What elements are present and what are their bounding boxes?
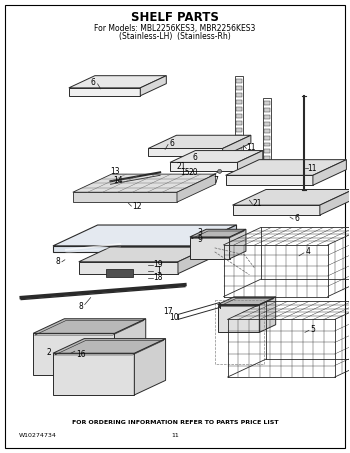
Polygon shape — [226, 159, 346, 175]
Polygon shape — [114, 319, 146, 375]
Text: 7: 7 — [213, 176, 218, 185]
Bar — [264, 129, 270, 133]
Polygon shape — [320, 189, 350, 215]
Polygon shape — [232, 189, 350, 205]
Bar — [236, 128, 243, 131]
Bar — [236, 169, 243, 173]
Bar — [234, 76, 244, 177]
Polygon shape — [33, 333, 114, 375]
Polygon shape — [79, 247, 209, 262]
Text: 21: 21 — [176, 162, 186, 171]
Polygon shape — [190, 237, 230, 259]
Polygon shape — [232, 205, 320, 215]
Text: 6: 6 — [90, 78, 95, 87]
Bar — [236, 114, 243, 118]
Polygon shape — [134, 338, 166, 395]
Bar — [236, 135, 243, 139]
Text: 11: 11 — [307, 164, 317, 173]
Polygon shape — [223, 135, 251, 156]
Polygon shape — [148, 149, 223, 156]
Text: 2: 2 — [47, 348, 51, 357]
Polygon shape — [69, 76, 166, 88]
Polygon shape — [79, 262, 178, 274]
Bar — [264, 149, 270, 154]
Bar — [264, 135, 270, 140]
Polygon shape — [177, 174, 216, 202]
Polygon shape — [53, 225, 237, 246]
Bar — [236, 120, 243, 125]
Circle shape — [218, 169, 222, 173]
Text: 13: 13 — [111, 167, 120, 176]
Polygon shape — [33, 319, 146, 333]
Polygon shape — [53, 338, 166, 353]
Polygon shape — [53, 246, 192, 252]
Bar — [236, 155, 243, 159]
Bar — [106, 269, 133, 277]
Text: 15: 15 — [180, 168, 190, 177]
Bar — [236, 149, 243, 153]
Polygon shape — [238, 150, 263, 171]
Text: 11: 11 — [247, 143, 256, 152]
Text: SHELF PARTS: SHELF PARTS — [131, 11, 219, 24]
Bar — [264, 143, 270, 146]
Polygon shape — [313, 159, 346, 185]
Bar — [264, 122, 270, 125]
Text: FOR ORDERING INFORMATION REFER TO PARTS PRICE LIST: FOR ORDERING INFORMATION REFER TO PARTS … — [72, 420, 278, 425]
Text: 3: 3 — [197, 228, 202, 237]
Polygon shape — [218, 297, 276, 304]
Bar — [263, 98, 271, 171]
Bar — [264, 115, 270, 119]
Bar — [236, 93, 243, 97]
Text: 8: 8 — [78, 302, 83, 311]
Polygon shape — [226, 175, 313, 185]
Bar — [215, 299, 264, 364]
Text: 6: 6 — [295, 213, 300, 222]
Polygon shape — [170, 150, 263, 162]
Bar — [236, 86, 243, 90]
Polygon shape — [69, 88, 140, 96]
Text: W10274734: W10274734 — [19, 433, 57, 438]
Polygon shape — [218, 304, 259, 333]
Polygon shape — [140, 76, 166, 96]
Polygon shape — [73, 174, 216, 192]
Text: 11: 11 — [171, 433, 179, 438]
Text: 5: 5 — [310, 325, 315, 334]
Text: 16: 16 — [76, 350, 85, 359]
Text: 6: 6 — [193, 153, 197, 162]
Text: 14: 14 — [114, 176, 123, 185]
Text: For Models: MBL2256KES3, MBR2256KES3: For Models: MBL2256KES3, MBR2256KES3 — [94, 24, 256, 33]
Text: 10: 10 — [169, 313, 179, 322]
Text: 18: 18 — [153, 273, 163, 282]
Polygon shape — [148, 135, 251, 149]
Bar — [264, 156, 270, 160]
Text: 19: 19 — [153, 260, 163, 269]
Polygon shape — [190, 229, 246, 237]
Text: 8: 8 — [56, 257, 60, 266]
Text: 6: 6 — [170, 139, 174, 148]
Bar — [236, 100, 243, 104]
Polygon shape — [73, 192, 177, 202]
Bar — [236, 107, 243, 111]
Polygon shape — [170, 162, 238, 171]
Bar — [236, 162, 243, 166]
Polygon shape — [259, 297, 276, 333]
Bar — [264, 164, 270, 167]
Text: 9: 9 — [197, 236, 202, 245]
Text: 4: 4 — [306, 247, 310, 256]
Text: 21: 21 — [253, 199, 262, 207]
Text: 12: 12 — [133, 202, 142, 211]
Polygon shape — [192, 225, 237, 252]
Bar — [264, 108, 270, 112]
Text: 1: 1 — [156, 266, 161, 275]
Polygon shape — [230, 229, 246, 259]
Bar — [236, 141, 243, 145]
Text: 17: 17 — [163, 307, 173, 316]
Text: 20: 20 — [188, 168, 198, 177]
Bar — [264, 101, 270, 105]
Polygon shape — [178, 247, 209, 274]
Polygon shape — [53, 353, 134, 395]
Text: (Stainless-LH)  (Stainless-Rh): (Stainless-LH) (Stainless-Rh) — [119, 32, 231, 41]
Bar — [236, 79, 243, 83]
